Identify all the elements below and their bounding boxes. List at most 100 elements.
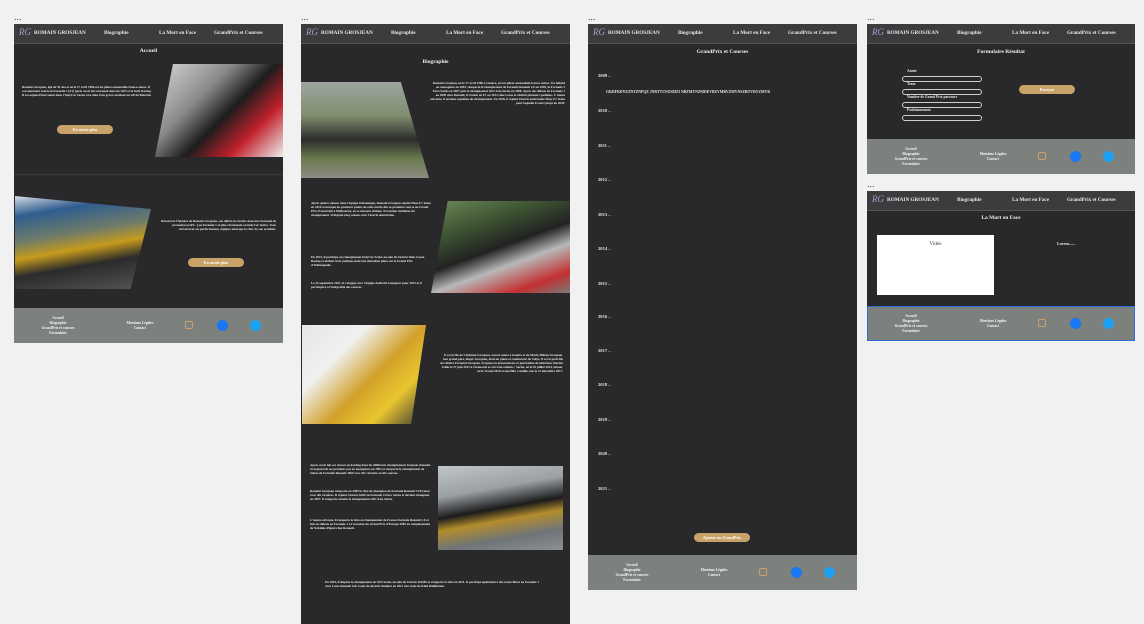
discover-button[interactable]: En savoir plus <box>188 258 244 267</box>
add-grandprix-button[interactable]: Ajouter un GrandPrix <box>694 533 750 542</box>
nav-link[interactable]: La Mort en Face <box>1012 197 1050 203</box>
text-input[interactable] <box>902 115 982 121</box>
site-name[interactable]: ROMAIN GROSJEAN <box>321 30 373 36</box>
nav-link[interactable]: La Mort en Face <box>159 30 197 36</box>
text-input[interactable] <box>902 89 982 95</box>
facebook-icon[interactable] <box>1070 151 1081 162</box>
site-name[interactable]: ROMAIN GROSJEAN <box>887 197 939 203</box>
nav-link[interactable]: GrandPrix et Courses <box>501 30 550 36</box>
footer: Accueil Biographie GrandPrix et courses For… <box>867 306 1135 341</box>
bio-text: L'année suivante, il remporte le titre e… <box>310 518 431 530</box>
nav-link[interactable]: Biographie <box>957 30 982 36</box>
frame-label: ... <box>301 12 309 22</box>
facebook-icon[interactable] <box>1070 318 1081 329</box>
footer-link[interactable]: GrandPrix et courses <box>41 326 75 330</box>
instagram-icon[interactable] <box>185 321 193 329</box>
footer-link[interactable]: Biographie <box>902 152 920 156</box>
footer-legal[interactable]: Contact <box>133 326 147 330</box>
twitter-icon[interactable] <box>824 567 835 578</box>
footer-legal[interactable]: Contact <box>986 157 1000 161</box>
instagram-icon[interactable] <box>1038 152 1046 160</box>
year-label: 2016 – <box>598 314 611 319</box>
nav-link[interactable]: Biographie <box>957 197 982 203</box>
site-name[interactable]: ROMAIN GROSJEAN <box>887 30 939 36</box>
video-label: Vidéo <box>929 242 942 247</box>
nav-bar: RG ROMAIN GROSJEAN Biographie La Mort en Fa… <box>301 24 570 44</box>
year-label: 2017 – <box>598 348 611 353</box>
twitter-icon[interactable] <box>1103 318 1114 329</box>
nav-link[interactable]: GrandPrix et Courses <box>788 30 837 36</box>
footer-link[interactable]: Formulaire <box>623 578 641 582</box>
footer-link[interactable]: Accueil <box>52 316 64 320</box>
field-label: Nombre de Grand Prix parcours <box>907 95 958 99</box>
field-label: Année <box>907 69 917 73</box>
artboard: RG ROMAIN GROSJEAN Biographie La Mort en Fa… <box>14 24 283 343</box>
logo: RG <box>872 194 884 204</box>
bio-text: Romain Grosjean, né le 17 avril 1986 à G… <box>430 81 565 105</box>
twitter-icon[interactable] <box>250 320 261 331</box>
artboard: RG ROMAIN GROSJEAN Biographie La Mort en Fa… <box>867 191 1135 341</box>
nav-link[interactable]: Biographie <box>391 30 416 36</box>
video-box: Vidéo <box>877 235 994 295</box>
footer-link[interactable]: Formulaire <box>902 329 920 333</box>
footer-legal[interactable]: Mentions Légales <box>126 321 154 325</box>
facebook-icon[interactable] <box>217 320 228 331</box>
facebook-icon[interactable] <box>791 567 802 578</box>
bio-image-3 <box>302 325 426 424</box>
year-label: 2010 – <box>598 108 611 113</box>
year-label: 2011 – <box>598 143 611 148</box>
footer-legal[interactable]: Contact <box>707 573 721 577</box>
race-entry: GKDFKDYEZNTZNPQZ JNRTVUNZSMZI NBZMYNZMDE… <box>606 90 770 94</box>
footer-link[interactable]: Accueil <box>905 147 917 151</box>
footer-link[interactable]: GrandPrix et courses <box>894 157 928 161</box>
text-input[interactable] <box>902 76 982 82</box>
footer-link[interactable]: Accueil <box>905 314 917 318</box>
year-label: 2021 – <box>598 486 611 491</box>
nav-bar: RG ROMAIN GROSJEAN Biographie La Mort en Fa… <box>14 24 283 44</box>
nav-link[interactable]: La Mort en Face <box>733 30 771 36</box>
year-label: 2014 – <box>598 246 611 251</box>
bio-text: En 2021, il participe au championnat Ind… <box>311 255 425 267</box>
nav-link[interactable]: Biographie <box>104 30 129 36</box>
year-label: 2012 – <box>598 177 611 182</box>
frame-label: ... <box>14 12 22 22</box>
field-label: Team <box>907 82 916 86</box>
footer-link[interactable]: Biographie <box>623 568 641 572</box>
logo: RG <box>593 27 605 37</box>
frame-label: ... <box>588 12 596 22</box>
artboard: RG ROMAIN GROSJEAN Biographie La Mort en Fa… <box>867 24 1135 174</box>
footer-link[interactable]: Formulaire <box>49 331 67 335</box>
twitter-icon[interactable] <box>1103 151 1114 162</box>
footer-link[interactable]: Formulaire <box>902 162 920 166</box>
submit-button[interactable]: Envoyer <box>1019 85 1075 94</box>
nav-link[interactable]: GrandPrix et Courses <box>1067 197 1116 203</box>
nav-bar: RG ROMAIN GROSJEAN Biographie La Mort en Fa… <box>588 24 857 44</box>
nav-link[interactable]: GrandPrix et Courses <box>214 30 263 36</box>
text-input[interactable] <box>902 102 982 108</box>
site-name[interactable]: ROMAIN GROSJEAN <box>608 30 660 36</box>
footer-link[interactable]: GrandPrix et courses <box>615 573 649 577</box>
bio-text: Romain Grosjean remporte en 2005 le titr… <box>310 489 430 501</box>
year-label: 2013 – <box>598 212 611 217</box>
footer-link[interactable]: Accueil <box>626 563 638 567</box>
footer-link[interactable]: GrandPrix et courses <box>894 324 928 328</box>
nav-link[interactable]: GrandPrix et Courses <box>1067 30 1116 36</box>
nav-link[interactable]: La Mort en Face <box>446 30 484 36</box>
footer-link[interactable]: Biographie <box>49 321 67 325</box>
nav-link[interactable]: Biographie <box>678 30 703 36</box>
intro-button[interactable]: En savoir plus <box>57 125 113 134</box>
frame-label: ... <box>867 12 875 22</box>
footer-link[interactable]: Biographie <box>902 319 920 323</box>
logo: RG <box>306 27 318 37</box>
page-title: La Mort en Face <box>981 215 1021 221</box>
footer-legal[interactable]: Contact <box>986 324 1000 328</box>
nav-link[interactable]: La Mort en Face <box>1012 30 1050 36</box>
footer-legal[interactable]: Mentions Légales <box>979 319 1007 323</box>
site-name[interactable]: ROMAIN GROSJEAN <box>34 30 86 36</box>
instagram-icon[interactable] <box>1038 319 1046 327</box>
bio-image-1 <box>301 82 429 178</box>
footer-legal[interactable]: Mentions Légales <box>700 568 728 572</box>
footer-legal[interactable]: Mentions Légales <box>979 152 1007 156</box>
page-title: GrandPrix et Courses <box>696 49 749 55</box>
instagram-icon[interactable] <box>759 568 767 576</box>
